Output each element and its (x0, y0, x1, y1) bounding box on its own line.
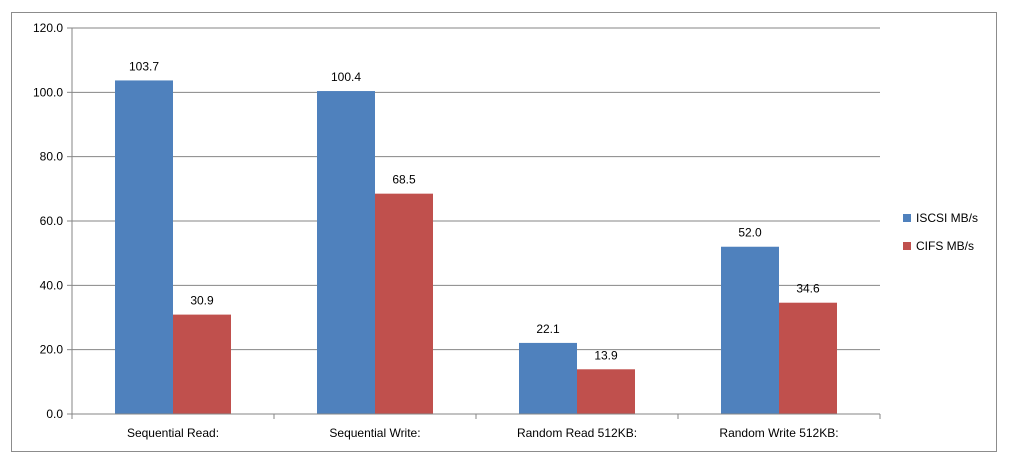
bar-cifs (577, 369, 635, 414)
bar-cifs (779, 302, 837, 414)
y-axis: 0.0 20.0 40.0 60.0 80.0 100.0 120.0 (33, 21, 73, 421)
bar-cifs (375, 193, 433, 414)
y-tick-label: 100.0 (33, 85, 63, 99)
y-tick-label: 20.0 (40, 343, 64, 357)
data-label: 52.0 (738, 226, 762, 240)
y-tick-label: 60.0 (40, 214, 64, 228)
x-axis: Sequential Read: Sequential Write: Random … (71, 413, 881, 440)
y-tick-label: 80.0 (40, 150, 64, 164)
bar-iscsi (317, 91, 375, 415)
bar-iscsi (721, 246, 779, 414)
legend-label: CIFS MB/s (916, 239, 974, 253)
bar-cifs (173, 314, 231, 414)
data-labels: 103.7 30.9 100.4 68.5 22.1 13.9 52.0 34.6 (129, 59, 820, 362)
legend-swatch (903, 242, 911, 250)
x-tick-label: Random Write 512KB: (719, 426, 838, 440)
x-tick-label: Sequential Write: (329, 426, 420, 440)
legend-swatch (903, 214, 911, 222)
data-label: 100.4 (331, 70, 361, 84)
data-label: 13.9 (594, 348, 618, 362)
data-label: 68.5 (392, 173, 416, 187)
legend: ISCSI MB/s CIFS MB/s (903, 211, 978, 253)
data-label: 103.7 (129, 59, 159, 73)
y-tick-label: 120.0 (33, 21, 63, 35)
data-label: 34.6 (796, 282, 820, 296)
legend-label: ISCSI MB/s (916, 211, 978, 225)
bar-iscsi (519, 342, 577, 414)
x-tick-label: Sequential Read: (127, 426, 219, 440)
y-tick-label: 40.0 (40, 278, 64, 292)
y-tick-label: 0.0 (46, 407, 63, 421)
data-label: 22.1 (536, 322, 560, 336)
bar-iscsi (115, 80, 173, 414)
data-label: 30.9 (190, 294, 214, 308)
bars (115, 80, 837, 415)
x-tick-label: Random Read 512KB: (517, 426, 637, 440)
